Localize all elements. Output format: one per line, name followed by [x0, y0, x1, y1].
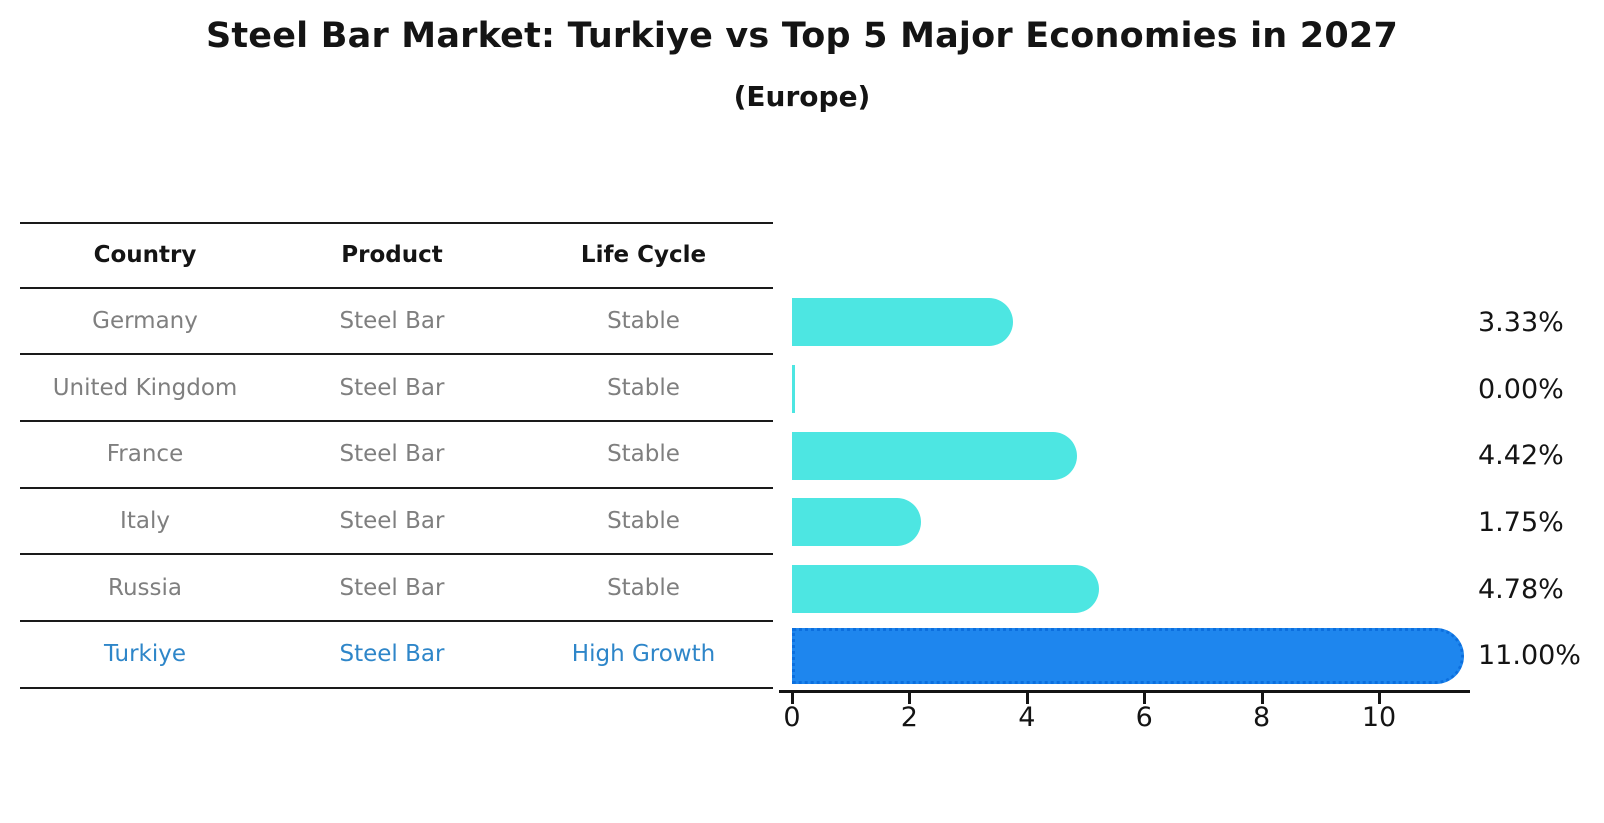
chart-title: Steel Bar Market: Turkiye vs Top 5 Major… [205, 16, 1399, 56]
bar-russia [792, 565, 1099, 614]
table-row-russia: Russia Steel Bar Stable [20, 555, 773, 623]
cell-italy-country: Italy [120, 508, 170, 535]
x-tick-label-10: 10 [1361, 702, 1397, 733]
cell-russia-product: Steel Bar [339, 574, 445, 601]
cell-turkiye-product: Steel Bar [339, 641, 445, 668]
cell-france-life-cycle: Stable [607, 441, 680, 468]
cell-italy-life-cycle: Stable [607, 508, 680, 535]
value-label-italy: 1.75% [1478, 506, 1564, 538]
bar-italy [792, 498, 921, 547]
cell-italy-product: Steel Bar [339, 508, 445, 535]
bar-turkiye [792, 627, 1464, 684]
table-row-italy: Italy Steel Bar Stable [20, 489, 773, 556]
table-row-united-kingdom: United Kingdom Steel Bar Stable [20, 355, 773, 423]
chart-subtitle: (Europe) [733, 80, 871, 113]
cell-turkiye-life-cycle: High Growth [571, 641, 716, 668]
cell-russia-country: Russia [108, 574, 182, 601]
value-label-russia: 4.78% [1478, 573, 1564, 605]
table-row-turkiye: Turkiye Steel Bar High Growth [20, 622, 773, 689]
x-tick-8 [1260, 693, 1264, 704]
cell-germany-country: Germany [92, 308, 198, 335]
table-row-france: France Steel Bar Stable [20, 422, 773, 489]
column-header-country: Country [93, 242, 197, 269]
cell-france-product: Steel Bar [339, 441, 445, 468]
comparison-table: Country Product Life Cycle Germany Steel … [20, 222, 773, 689]
table-header-row: Country Product Life Cycle [20, 222, 773, 289]
value-label-united-kingdom: 0.00% [1478, 373, 1564, 405]
x-axis-line [779, 690, 1470, 693]
bar-row-germany [792, 289, 1470, 356]
x-tick-0 [791, 693, 794, 704]
x-tick-label-8: 8 [1253, 702, 1271, 733]
bar-row-russia [792, 556, 1470, 623]
x-tick-label-0: 0 [783, 702, 801, 733]
bar-germany [792, 298, 1013, 347]
column-header-product: Product [341, 242, 443, 269]
x-tick-10 [1378, 693, 1381, 704]
value-label-germany: 3.33% [1478, 306, 1564, 338]
bar-row-italy [792, 489, 1470, 556]
x-tick-2 [908, 693, 912, 704]
cell-russia-life-cycle: Stable [607, 574, 680, 601]
cell-turkiye-country: Turkiye [103, 641, 187, 668]
x-tick-label-4: 4 [1018, 702, 1036, 733]
cell-united-kingdom-product: Steel Bar [339, 374, 445, 401]
x-tick-label-2: 2 [900, 702, 918, 733]
x-tick-4 [1025, 693, 1029, 704]
cell-united-kingdom-country: United Kingdom [52, 374, 238, 401]
x-tick-6 [1143, 693, 1147, 704]
bar-united-kingdom [792, 365, 795, 414]
table-row-germany: Germany Steel Bar Stable [20, 289, 773, 356]
x-tick-label-6: 6 [1135, 702, 1153, 733]
column-header-life-cycle: Life Cycle [580, 242, 707, 269]
bar-row-france [792, 422, 1470, 489]
cell-germany-product: Steel Bar [339, 308, 445, 335]
bar-chart [792, 289, 1470, 689]
value-label-turkiye: 11.00% [1478, 640, 1581, 672]
bar-row-united-kingdom [792, 356, 1470, 423]
value-label-column: 3.33% 0.00% 4.42% 1.75% 4.78% 11.00% [1478, 289, 1598, 689]
value-label-france: 4.42% [1478, 440, 1564, 472]
bar-france [792, 431, 1077, 480]
cell-germany-life-cycle: Stable [607, 308, 680, 335]
bar-row-turkiye [792, 622, 1470, 689]
cell-united-kingdom-life-cycle: Stable [607, 374, 680, 401]
cell-france-country: France [106, 441, 184, 468]
